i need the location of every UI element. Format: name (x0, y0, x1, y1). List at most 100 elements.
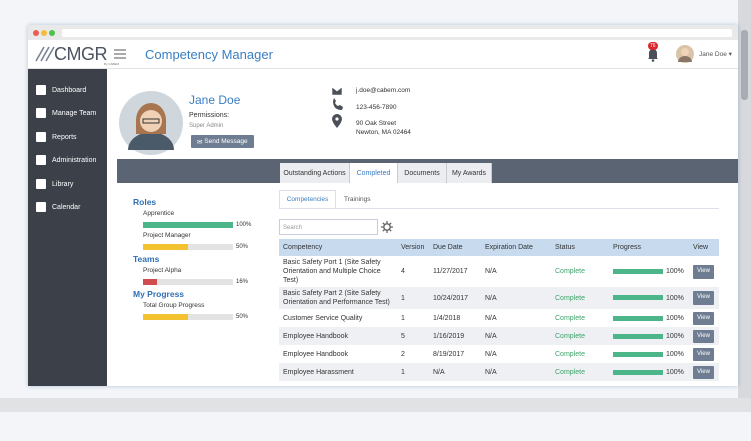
due-date: N/A (429, 363, 481, 382)
progress-track (143, 314, 233, 320)
version: 5 (397, 327, 429, 346)
view-cell: View (689, 345, 719, 363)
close-dot[interactable] (33, 30, 39, 36)
progress-track (143, 244, 233, 250)
user-menu[interactable]: Jane Doe ▾ (699, 51, 732, 58)
sidebar-icon (36, 132, 46, 142)
contact-email: j.doe@cabem.com (356, 87, 411, 94)
progress-label: 100% (666, 350, 684, 358)
expiration-date: N/A (485, 350, 497, 358)
sidebar-icon (36, 85, 46, 95)
sidebar-item[interactable]: Dashboard (36, 83, 86, 97)
search-input[interactable]: Search (279, 219, 378, 235)
contact-city: Newton, MA 02464 (356, 129, 411, 136)
sidebar-item[interactable]: Administration (36, 153, 96, 167)
progress-label: 16% (236, 279, 249, 285)
table-row: Employee Harassment 1 N/A N/A Complete 100% Vi… (279, 363, 719, 382)
tab[interactable]: Documents (398, 163, 447, 183)
progress-label: 100% (236, 222, 252, 228)
subtab-active[interactable]: Competencies (279, 190, 336, 209)
progress-row: 100% (143, 221, 263, 229)
user-avatar[interactable] (676, 44, 694, 64)
sidebar: Dashboard Manage Team Reports Administratio… (28, 69, 107, 386)
progress-cell: 100% (609, 287, 689, 310)
column-header: Version (397, 239, 429, 256)
notification-bell[interactable] (646, 46, 660, 62)
column-header: Status (551, 239, 609, 256)
sidebar-icon (36, 202, 46, 212)
sidebar-item[interactable]: Manage Team (36, 106, 96, 120)
sidebar-item[interactable]: Calendar (36, 200, 80, 214)
version: 1 (401, 314, 405, 322)
competency: Customer Service Quality (283, 314, 363, 322)
view-button[interactable]: View (693, 291, 714, 306)
sidebar-label: Library (52, 180, 74, 188)
section-title: My Progress (133, 289, 185, 299)
due-date: 1/4/2018 (433, 314, 461, 322)
sidebar-item[interactable]: Reports (36, 130, 77, 144)
item-name: Total Group Progress (143, 302, 205, 309)
progress-label: 50% (236, 244, 249, 250)
view-button[interactable]: View (693, 347, 714, 362)
version: 2 (401, 350, 405, 358)
send-message-label: Send Message (204, 138, 248, 145)
tab[interactable]: Outstanding Actions (280, 163, 350, 183)
progress-cell: 100% (609, 363, 689, 382)
send-message-button[interactable]: ✉ Send Message (191, 135, 254, 148)
view-button[interactable]: View (693, 329, 714, 344)
notification-badge: 76 (648, 42, 658, 50)
settings-gear[interactable] (381, 221, 393, 233)
minimize-dot[interactable] (41, 30, 47, 36)
permissions-label: Permissions: (189, 112, 230, 119)
table-header: Competency Version Due Date Expiration Date… (279, 239, 719, 256)
status: Complete (551, 363, 609, 382)
due-date: 8/19/2017 (433, 350, 465, 358)
progress-bar (143, 314, 188, 320)
menu-button[interactable] (114, 49, 126, 59)
subtab[interactable]: Trainings (344, 196, 371, 203)
expiration-date: N/A (485, 268, 497, 276)
version: 4 (401, 268, 405, 276)
column-header: Competency (279, 239, 397, 256)
scroll-thumb[interactable] (741, 30, 748, 100)
progress-bar (143, 279, 158, 285)
view-button[interactable]: View (693, 264, 714, 279)
status: Complete (551, 287, 609, 310)
progress-cell: 100% (609, 345, 689, 363)
progress-cell: 100% (609, 327, 689, 346)
progress-bar (613, 333, 663, 339)
progress-label: 100% (666, 368, 684, 376)
competency: Basic Safety Part 2 (Site Safety Orienta… (279, 287, 397, 310)
table-row: Employee Handbook 2 8/19/2017 N/A Complete 10… (279, 345, 719, 363)
view-cell: View (689, 363, 719, 382)
tab[interactable]: My Awards (447, 163, 492, 183)
progress-track (143, 222, 233, 228)
sidebar-label: Dashboard (52, 86, 87, 94)
view-button[interactable]: View (693, 365, 714, 380)
column-header: Due Date (429, 239, 481, 256)
table-row: Basic Safety Part 2 (Site Safety Orienta… (279, 287, 719, 310)
sidebar-item[interactable]: Library (36, 177, 73, 191)
progress-label: 100% (666, 314, 684, 322)
sidebar-label: Reports (52, 133, 77, 141)
status: Complete (551, 327, 609, 346)
view-button[interactable]: View (693, 311, 714, 326)
expiration-date: N/A (481, 363, 551, 382)
view-cell: View (689, 287, 719, 310)
progress-cell: 100% (609, 309, 689, 327)
column-header: Expiration Date (481, 239, 551, 256)
scrollbar[interactable] (738, 0, 751, 398)
sidebar-label: Calendar (52, 203, 81, 211)
contact-icons (331, 86, 343, 128)
tab-active[interactable]: Completed (350, 163, 398, 183)
version: 1 (397, 363, 429, 382)
progress-bar (613, 315, 663, 321)
zoom-dot[interactable] (49, 30, 55, 36)
item-name: Project Alpha (143, 267, 182, 274)
progress-bar (613, 295, 663, 301)
profile-name: Jane Doe (189, 93, 241, 107)
sidebar-label: Administration (52, 156, 97, 164)
address-bar[interactable] (62, 29, 732, 37)
